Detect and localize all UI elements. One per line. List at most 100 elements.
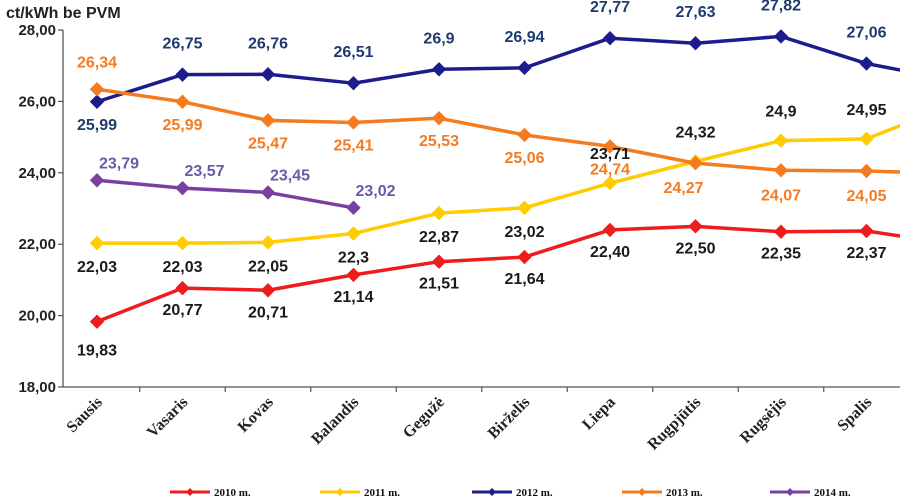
data-label-2013m: 25,41 bbox=[333, 137, 373, 154]
series-line-2011m bbox=[97, 123, 900, 245]
data-point-2010m bbox=[431, 254, 447, 269]
data-label-2011m: 22,87 bbox=[419, 229, 459, 246]
data-point-2014m bbox=[175, 180, 190, 196]
legend-item: 2013 m. bbox=[622, 487, 703, 499]
data-point-2014m bbox=[89, 173, 105, 188]
data-point-2011m bbox=[602, 175, 618, 191]
data-label-2013m: 25,47 bbox=[248, 135, 288, 152]
data-label-2010m: 22,50 bbox=[675, 240, 715, 257]
data-point-2010m bbox=[260, 283, 276, 298]
data-point-2013m bbox=[89, 82, 105, 97]
x-tick-label: Vasaris bbox=[144, 394, 191, 441]
data-label-2011m: 24,9 bbox=[765, 104, 796, 121]
y-tick-label: 20,00 bbox=[18, 308, 56, 325]
legend-label: 2011 m. bbox=[364, 487, 400, 499]
x-tick-label: Kovas bbox=[235, 394, 277, 436]
data-point-2013m bbox=[431, 110, 447, 126]
series-2014m bbox=[89, 173, 361, 215]
data-label-2014m: 23,79 bbox=[99, 155, 139, 172]
data-point-2010m bbox=[859, 223, 874, 239]
data-label-2011m: 23,71 bbox=[590, 146, 630, 163]
legend-item: 2012 m. bbox=[472, 487, 553, 499]
x-tick-label: Rugsėjis bbox=[737, 394, 790, 447]
data-label-2012m: 25,99 bbox=[77, 117, 117, 134]
legend-label: 2010 m. bbox=[214, 487, 251, 499]
data-point-2013m bbox=[602, 139, 618, 154]
legend-swatch-marker bbox=[488, 488, 496, 496]
series-line-2010m bbox=[96, 224, 900, 324]
data-point-2011m bbox=[175, 235, 190, 251]
data-label-2013m: 25,53 bbox=[419, 133, 459, 150]
data-label-2010m: 22,37 bbox=[846, 245, 886, 262]
data-label-2013m: 24,07 bbox=[761, 187, 801, 204]
data-label-2011m: 24,32 bbox=[675, 124, 715, 141]
x-tick-label: Sausis bbox=[64, 394, 106, 436]
y-axis-title: ct/kWh be PVM bbox=[6, 5, 121, 22]
data-label-2010m: 22,35 bbox=[761, 246, 801, 263]
data-point-2011m bbox=[859, 131, 874, 147]
data-label-2012m: 26,9 bbox=[423, 30, 454, 47]
data-label-2014m: 23,45 bbox=[270, 167, 310, 184]
y-tick-label: 24,00 bbox=[18, 165, 56, 182]
x-tick-label: Liepa bbox=[579, 394, 619, 434]
y-tick-label: 26,00 bbox=[18, 93, 56, 110]
data-point-2013m bbox=[773, 163, 789, 178]
data-label-2011m: 24,95 bbox=[846, 102, 886, 119]
data-point-2012m bbox=[89, 94, 105, 109]
data-label-2010m: 22,40 bbox=[590, 244, 630, 261]
series-2012m bbox=[89, 29, 900, 109]
data-point-2011m bbox=[431, 205, 447, 221]
x-tick-label: Spalis bbox=[834, 394, 875, 435]
data-point-2013m bbox=[688, 155, 703, 171]
series-line-2013m bbox=[96, 87, 900, 174]
data-point-2012m bbox=[602, 31, 618, 46]
data-point-2010m bbox=[517, 249, 532, 265]
data-point-2010m bbox=[89, 314, 105, 329]
series-2010m bbox=[89, 219, 900, 329]
data-label-2012m: 27,63 bbox=[675, 4, 715, 21]
y-tick-label: 18,00 bbox=[18, 379, 56, 396]
data-point-2013m bbox=[859, 163, 874, 179]
data-point-2012m bbox=[859, 56, 874, 71]
data-label-2011m: 23,02 bbox=[504, 224, 544, 241]
data-point-2012m bbox=[517, 60, 532, 76]
legend-swatch-marker bbox=[786, 488, 794, 496]
data-point-2012m bbox=[175, 67, 190, 82]
data-label-2011m: 22,03 bbox=[162, 259, 202, 276]
x-tick-label: Rugpjūtis bbox=[645, 394, 705, 454]
data-label-2014m: 23,02 bbox=[356, 183, 396, 200]
data-point-2011m bbox=[260, 235, 276, 250]
series-2011m bbox=[89, 123, 900, 251]
data-label-2012m: 26,75 bbox=[162, 36, 202, 53]
data-label-2012m: 26,76 bbox=[248, 35, 288, 52]
data-point-2014m bbox=[260, 185, 276, 200]
x-tick-label: Gegužė bbox=[400, 394, 448, 442]
data-label-2013m: 25,06 bbox=[504, 150, 544, 167]
legend-swatch-marker bbox=[186, 488, 194, 496]
data-label-2013m: 24,74 bbox=[590, 161, 630, 178]
data-labels-layer: 19,83 20,77 20,71 21,14 21,51 21,64 22,40 22,50… bbox=[77, 0, 887, 360]
legend-item: 2011 m. bbox=[320, 487, 400, 499]
data-label-2010m: 21,14 bbox=[333, 289, 373, 306]
series-layer bbox=[89, 29, 900, 329]
data-point-2010m bbox=[773, 224, 789, 239]
data-label-2012m: 27,82 bbox=[761, 0, 801, 14]
data-point-2011m bbox=[89, 235, 105, 251]
data-label-2012m: 27,06 bbox=[846, 25, 886, 42]
data-label-2013m: 24,27 bbox=[663, 180, 703, 197]
data-point-2010m bbox=[175, 280, 190, 296]
legend-label: 2013 m. bbox=[666, 487, 703, 499]
series-line-2012m bbox=[96, 34, 900, 104]
data-point-2012m bbox=[688, 36, 703, 51]
legend-item: 2010 m. bbox=[170, 487, 251, 499]
legend-swatch-marker bbox=[638, 488, 646, 496]
y-tick-label: 28,00 bbox=[18, 22, 56, 39]
legend-label: 2014 m. bbox=[814, 487, 851, 499]
data-label-2014m: 23,57 bbox=[185, 163, 225, 180]
legend-label: 2012 m. bbox=[516, 487, 553, 499]
x-tick-label: Balandis bbox=[308, 394, 362, 448]
y-tick-label: 22,00 bbox=[18, 236, 56, 253]
data-label-2011m: 22,05 bbox=[248, 258, 288, 275]
data-label-2010m: 20,71 bbox=[248, 304, 288, 321]
